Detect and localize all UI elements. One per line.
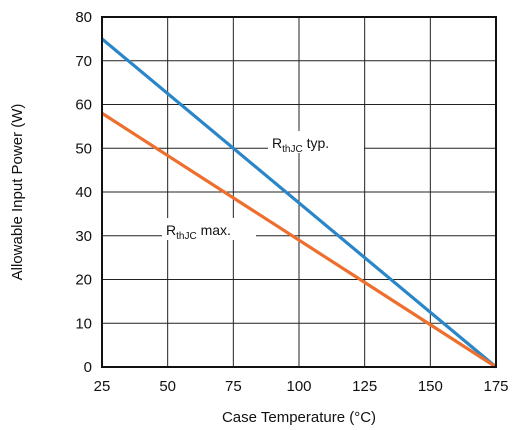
y-tick-label: 10 — [75, 315, 92, 332]
series-label-typ-sub: thJC — [282, 144, 303, 155]
typ-label-background — [268, 131, 364, 153]
x-tick-label: 150 — [418, 378, 443, 395]
series-label-typ-main: R — [272, 135, 282, 151]
y-tick-label: 60 — [75, 97, 92, 114]
y-tick-label: 50 — [75, 140, 92, 157]
series-lines — [100, 37, 498, 369]
series-label-typ-tail: typ. — [303, 135, 329, 151]
y-tick-label: 40 — [75, 184, 92, 201]
x-axis-label: Case Temperature (°C) — [222, 409, 376, 426]
series-labels: RthJC typ. RthJC max. — [162, 131, 364, 242]
x-tick-label: 100 — [286, 378, 311, 395]
x-tick-label: 125 — [352, 378, 377, 395]
series-line-typ — [100, 37, 498, 369]
x-tick-label: 75 — [225, 378, 242, 395]
y-axis-label: Allowable Input Power (W) — [9, 104, 26, 281]
y-tick-label: 0 — [84, 359, 92, 376]
tick-labels: 25 50 75 100 125 150 175 0 10 20 30 40 50 60 70 80 — [75, 9, 508, 395]
x-tick-label: 175 — [483, 378, 508, 395]
plot-frame — [101, 16, 497, 368]
x-tick-label: 50 — [159, 378, 176, 395]
series-label-typ: RthJC typ. — [272, 135, 329, 155]
y-tick-label: 30 — [75, 228, 92, 245]
series-label-max: RthJC max. — [166, 222, 231, 242]
series-line-max — [101, 111, 497, 369]
series-label-max-main: R — [166, 222, 176, 238]
y-tick-label: 20 — [75, 272, 92, 289]
y-tick-label: 80 — [75, 9, 92, 26]
series-label-max-sub: thJC — [176, 231, 197, 242]
max-label-background — [162, 218, 256, 240]
x-tick-label: 25 — [94, 378, 111, 395]
grid — [101, 16, 497, 368]
y-tick-label: 70 — [75, 53, 92, 70]
series-label-max-tail: max. — [197, 222, 231, 238]
